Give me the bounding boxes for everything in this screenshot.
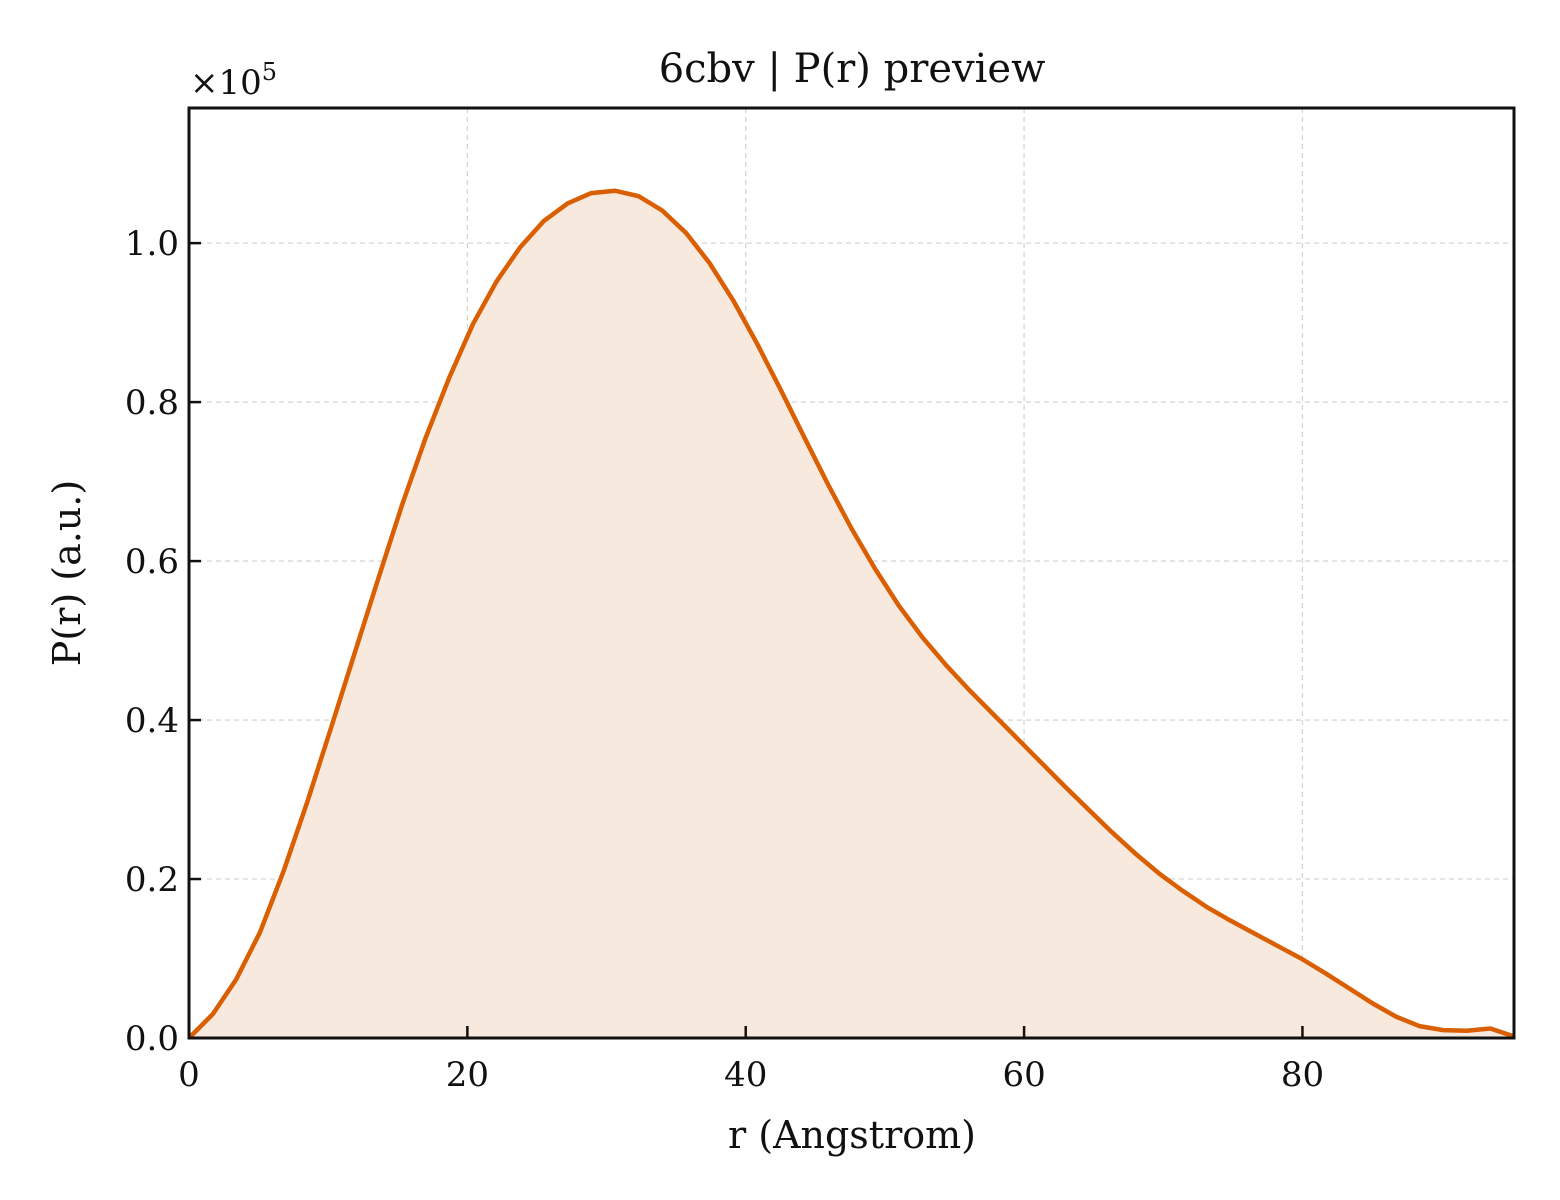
chart-title: 6cbv | P(r) preview [659,46,1046,92]
y-tick-label: 0.6 [125,542,179,582]
x-tick-label: 0 [178,1055,200,1095]
y-offset-label: ×105 [190,58,277,103]
x-tick-label: 40 [724,1055,767,1095]
x-tick-label: 60 [1002,1055,1045,1095]
x-tick-label: 20 [446,1055,489,1095]
y-axis-label: P(r) (a.u.) [45,480,89,666]
x-axis-label: r (Angstrom) [728,1113,976,1157]
pr-curve [187,188,1515,1040]
y-tick-label: 0.4 [125,701,179,741]
y-tick-label: 0.8 [125,383,179,423]
y-tick-label: 0.2 [125,860,179,900]
y-offset-exponent: 5 [262,58,277,86]
y-tick-label: 1.0 [125,224,179,264]
plot-frame [187,106,1516,1040]
pr-area-fill [189,190,1514,1038]
x-tick-label: 80 [1281,1055,1324,1095]
y-tick-label: 0.0 [125,1019,179,1059]
axis-ticks: 0 20 40 60 80 0.0 0.2 0.4 0.6 0.8 1.0 [125,224,1324,1095]
y-offset-base: ×10 [190,63,262,103]
